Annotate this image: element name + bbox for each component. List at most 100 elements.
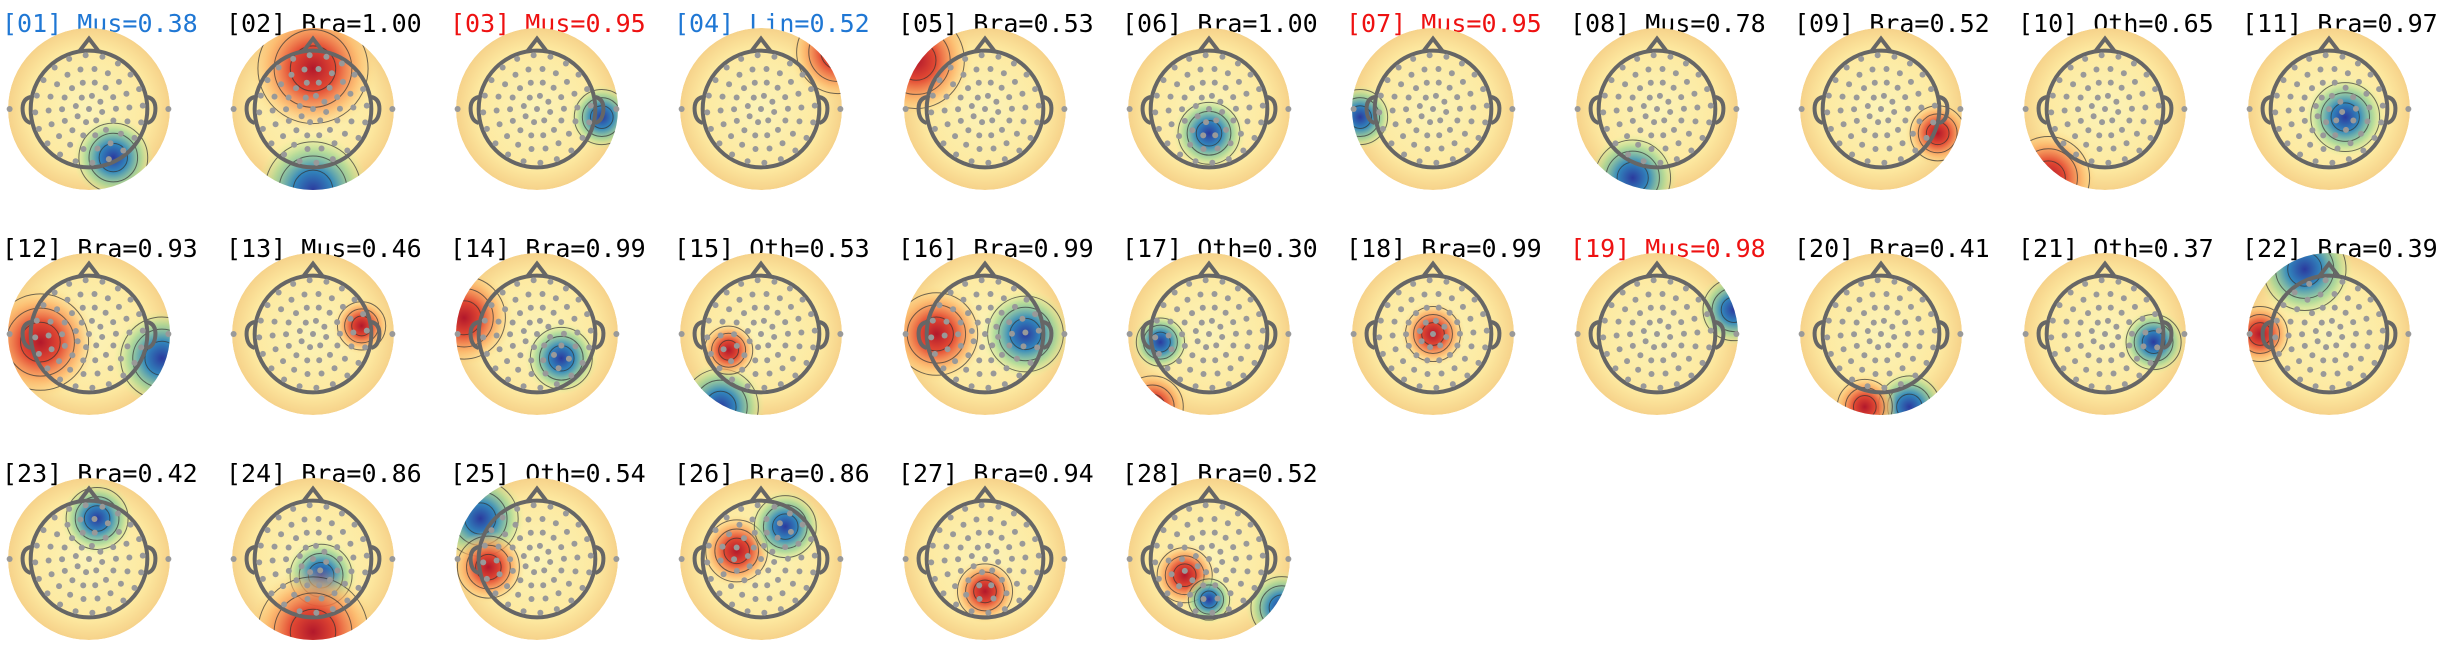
electrode [302,544,309,551]
electrode [2130,285,2137,292]
electrode [1426,277,1433,284]
electrode [1849,151,1856,158]
electrode [6,331,13,337]
contour [88,132,139,183]
electrode [288,521,295,528]
electrode [350,554,357,561]
electrode [110,117,117,124]
electrode [77,516,84,523]
electrode [301,291,308,298]
electrode [526,94,533,101]
right-ear [370,320,382,350]
topomap [1574,28,1740,190]
electrode [2109,342,2116,349]
electrode [982,106,988,112]
electrode [1421,66,1428,73]
electrode [1181,319,1188,326]
electrode [1883,79,1890,86]
electrode [33,542,40,549]
electrode [796,118,803,125]
electrode [707,575,714,582]
electrode [72,103,79,110]
electrode [1192,553,1199,560]
electrode [779,140,786,147]
electrode [553,156,560,163]
electrode [509,319,516,326]
electrode [256,559,263,566]
electrode [1613,332,1620,339]
electrode [264,527,271,534]
electrode [2095,79,2102,86]
electrode [782,567,789,574]
electrode [136,536,143,543]
electrode [774,309,781,316]
electrode [520,608,527,615]
right-ear [1938,320,1950,350]
electrode [769,323,776,330]
topomap [230,478,396,640]
electrode [1449,381,1456,388]
electrode [298,113,305,120]
electrode [957,319,964,326]
electrode [558,342,565,349]
electrode [1192,158,1199,165]
electrode [978,52,985,59]
electrode [1872,357,1879,364]
electrode [2115,278,2122,285]
electrode [1441,323,1448,330]
electrode [268,365,275,372]
electrode [2291,64,2298,71]
electrode [754,277,761,284]
electrode [126,329,133,336]
electrode [541,117,548,124]
contour [2133,322,2174,363]
electrode [526,544,533,551]
contour [257,28,369,125]
electrode [1906,60,1913,67]
topomap-blob [456,269,513,367]
electrode [2288,346,2295,353]
electrode [1023,296,1030,303]
electrode [995,53,1002,60]
electrode [774,351,781,358]
electrode [957,117,964,124]
electrode [1164,140,1171,147]
electrode [2136,147,2143,154]
electrode [784,330,791,337]
electrode [1189,85,1196,92]
electrode [1034,119,1041,126]
electrode [1200,132,1207,139]
electrode [92,582,99,589]
electrode [1027,359,1034,366]
electrode [1211,79,1218,86]
electrode [968,158,975,165]
electrode [61,544,68,551]
electrode [941,557,948,564]
electrode [973,516,980,523]
electrode [565,355,572,362]
electrode [1165,107,1172,114]
electrode [6,556,13,562]
left-ear [244,320,256,350]
nose [1197,260,1221,278]
electrode [54,531,61,538]
electrode [2139,315,2146,322]
electrode [2329,159,2336,166]
electrode [2317,291,2324,298]
electrode [1915,90,1922,97]
electrode [1662,370,1669,377]
electrode [943,93,950,100]
electrode [1928,311,1935,318]
electrode [2342,84,2349,91]
electrode [952,358,959,365]
electrode [1482,344,1489,351]
electrode [811,327,818,334]
electrode [744,103,751,110]
electrode [2109,117,2116,124]
electrode [66,55,73,62]
electrode [56,583,63,590]
electrode [304,357,311,364]
electrode [531,569,538,576]
electrode [1259,102,1266,109]
electrode [331,140,338,147]
